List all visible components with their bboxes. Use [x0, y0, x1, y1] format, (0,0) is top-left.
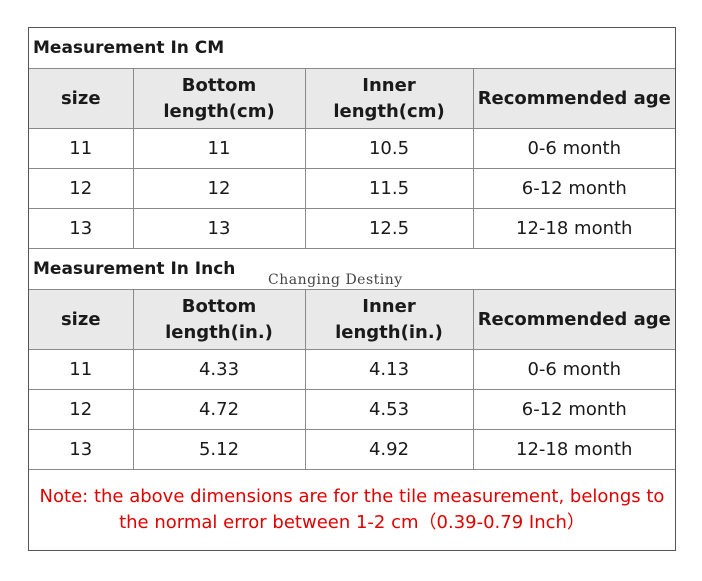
cell-recommended-age: 6-12 month: [472, 168, 675, 209]
cell-bottom-length: 5.12: [132, 429, 306, 470]
table-row: 12 12 11.5 6-12 month: [29, 168, 675, 209]
inch-header-row: size Bottom length(in.) Inner length(in.…: [29, 289, 675, 350]
size-chart: Measurement In CM size Bottom length(cm)…: [28, 27, 676, 551]
cell-recommended-age: 0-6 month: [472, 128, 675, 169]
cell-inner-length: 12.5: [304, 208, 474, 249]
cell-bottom-length: 11: [132, 128, 306, 169]
watermark-text: Changing Destiny: [268, 272, 403, 288]
cell-size: 11: [29, 349, 134, 390]
inch-section-title: Measurement In Inch: [29, 248, 675, 290]
cell-size: 13: [29, 208, 134, 249]
cell-size: 11: [29, 128, 134, 169]
cell-size: 13: [29, 429, 134, 470]
header-recommended-age: Recommended age: [472, 68, 675, 129]
cell-size: 12: [29, 168, 134, 209]
cell-inner-length: 11.5: [304, 168, 474, 209]
header-size: size: [29, 289, 134, 350]
header-bottom-length: Bottom length(in.): [132, 289, 306, 350]
table-row: 11 4.33 4.13 0-6 month: [29, 349, 675, 390]
note-row: Note: the above dimensions are for the t…: [29, 469, 675, 550]
cell-inner-length: 10.5: [304, 128, 474, 169]
table-row: 13 5.12 4.92 12-18 month: [29, 429, 675, 470]
cm-header-row: size Bottom length(cm) Inner length(cm) …: [29, 68, 675, 129]
header-size: size: [29, 68, 134, 129]
cell-bottom-length: 4.33: [132, 349, 306, 390]
cell-bottom-length: 12: [132, 168, 306, 209]
inch-section-title-row: Measurement In Inch: [29, 248, 675, 290]
header-recommended-age: Recommended age: [472, 289, 675, 350]
cell-inner-length: 4.13: [304, 349, 474, 390]
cell-recommended-age: 0-6 month: [472, 349, 675, 390]
table-row: 11 11 10.5 0-6 month: [29, 128, 675, 169]
cell-inner-length: 4.92: [304, 429, 474, 470]
header-bottom-length: Bottom length(cm): [132, 68, 306, 129]
cell-recommended-age: 6-12 month: [472, 389, 675, 430]
table-row: 13 13 12.5 12-18 month: [29, 208, 675, 249]
cell-inner-length: 4.53: [304, 389, 474, 430]
size-table: Measurement In CM size Bottom length(cm)…: [29, 28, 675, 550]
cell-size: 12: [29, 389, 134, 430]
cell-bottom-length: 13: [132, 208, 306, 249]
table-row: 12 4.72 4.53 6-12 month: [29, 389, 675, 430]
measurement-note: Note: the above dimensions are for the t…: [29, 469, 675, 550]
cm-section-title-row: Measurement In CM: [29, 28, 675, 69]
cell-recommended-age: 12-18 month: [472, 429, 675, 470]
cell-bottom-length: 4.72: [132, 389, 306, 430]
header-inner-length: Inner length(in.): [304, 289, 474, 350]
cell-recommended-age: 12-18 month: [472, 208, 675, 249]
cm-section-title: Measurement In CM: [29, 28, 675, 69]
header-inner-length: Inner length(cm): [304, 68, 474, 129]
